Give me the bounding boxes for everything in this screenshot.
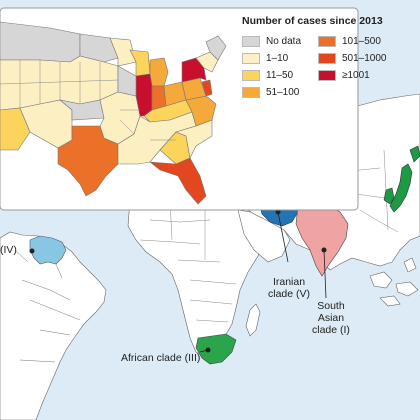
clade-i-label: South Asian clade (I) (312, 300, 350, 336)
legend-item: ≥1001 (318, 69, 370, 81)
legend-swatch (318, 69, 336, 81)
us-new-jersey (201, 79, 213, 97)
clade-v-leader (277, 211, 289, 263)
legend-label: No data (266, 35, 302, 47)
legend-label: 51–100 (266, 86, 300, 98)
us-state-lines (0, 60, 176, 141)
sa-borders (14, 249, 81, 363)
legend-swatch (318, 35, 336, 47)
us-southwest-cream (19, 99, 73, 149)
legend-item: 1–10 (242, 52, 288, 64)
venezuela-region (29, 235, 67, 265)
clade-i-leader (323, 249, 327, 299)
legend-label: 101–500 (342, 35, 381, 47)
legend-swatch (242, 52, 260, 64)
legend-item: 501–1000 (318, 52, 387, 64)
us-north-central (79, 33, 119, 63)
legend-label: 11–50 (266, 69, 294, 81)
clade-iv-label: (IV) (0, 244, 17, 256)
legend-label: ≥1001 (342, 69, 370, 81)
legend-title: Number of cases since 2013 (242, 15, 383, 27)
legend-label: 501–1000 (342, 52, 387, 64)
us-california-south (0, 107, 31, 151)
legend-item: 101–500 (318, 35, 381, 47)
us-florida (149, 157, 207, 205)
japan-north (409, 145, 420, 163)
se-asia-islands (369, 257, 419, 307)
legend-label: 1–10 (266, 52, 289, 64)
south-africa-region (195, 333, 237, 365)
legend-swatch (242, 69, 260, 81)
legend-item: 11–50 (242, 69, 293, 81)
us-minnesota (109, 37, 137, 67)
clade-iv-marker (29, 248, 35, 254)
legend-item: 51–100 (242, 86, 299, 98)
us-maine (205, 35, 227, 61)
clade-iii-leader (199, 349, 209, 353)
korea-region (383, 187, 395, 205)
us-texas (57, 125, 119, 197)
legend-item: No data (242, 35, 301, 47)
japan-region (389, 163, 413, 213)
madagascar (245, 303, 261, 337)
usa-map (0, 21, 227, 205)
us-michigan (149, 57, 169, 87)
us-gray-block (117, 65, 137, 97)
clade-iii-label: African clade (III) (121, 352, 201, 364)
us-new-england (195, 51, 219, 73)
legend-swatch (242, 35, 260, 47)
legend-swatch (242, 86, 260, 98)
africa-borders (139, 199, 237, 323)
legend-swatch (318, 52, 336, 64)
clade-v-label: Iranian clade (V) (268, 276, 311, 300)
